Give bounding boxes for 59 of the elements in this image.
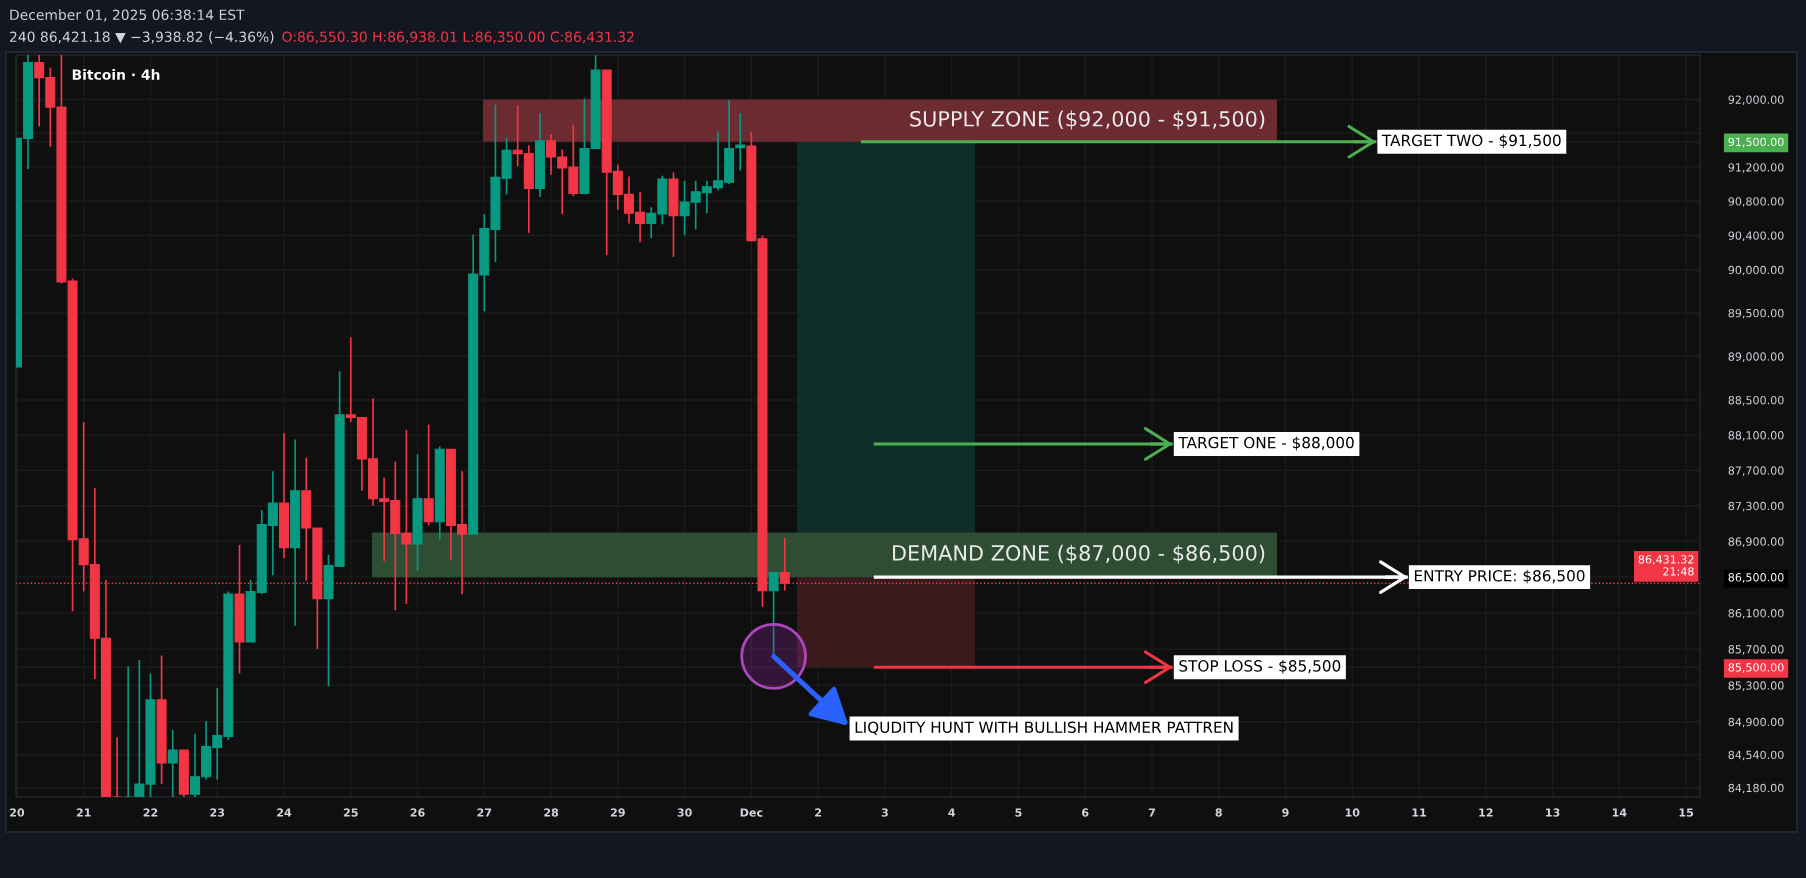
x-tick-label: 5 xyxy=(1015,808,1022,817)
x-tick-label: 8 xyxy=(1215,808,1222,817)
y-tick-label: 87,300.00 xyxy=(1728,501,1784,512)
x-tick-label: 12 xyxy=(1479,808,1493,817)
x-tick-label: 3 xyxy=(881,808,888,817)
y-tick-label: 89,000.00 xyxy=(1728,352,1784,362)
y-tick-label: 85,500.00 xyxy=(1728,663,1784,673)
x-tick-label: Dec xyxy=(740,808,763,817)
x-tick-label: 25 xyxy=(343,808,358,817)
y-tick-label: 91,200.00 xyxy=(1728,163,1784,173)
y-tick-label: 89,500.00 xyxy=(1728,308,1784,319)
x-tick-label: 22 xyxy=(143,808,158,817)
x-tick-label: 4 xyxy=(948,808,956,817)
y-tick-label: 84,180.00 xyxy=(1728,783,1784,794)
y-tick-label: 85,700.00 xyxy=(1728,645,1784,655)
legend-label: ENTRY PRICE: $86,500 xyxy=(1414,569,1585,584)
x-tick-label: 6 xyxy=(1082,808,1089,817)
x-tick-label: 28 xyxy=(544,808,559,817)
y-tick-label: 90,400.00 xyxy=(1728,231,1784,241)
x-tick-label: 7 xyxy=(1148,808,1155,817)
y-tick-label: 87,700.00 xyxy=(1728,466,1784,476)
text: December 01, 2025 06:38:14 EST xyxy=(10,9,245,22)
x-tick-label: 30 xyxy=(677,808,692,817)
annotation: LIQUDITY HUNT WITH BULLISH HAMMER PATTREN xyxy=(855,721,1233,735)
band-label: DEMAND ZONE ($87,000 - $86,500) xyxy=(893,544,1265,564)
text: O:86,550.30 H:86,938.01 L:86,350.00 C:86,431.32 xyxy=(282,31,634,44)
y-tick-label: 91,500.00 xyxy=(1728,137,1784,148)
x-tick-label: 14 xyxy=(1612,808,1627,817)
y-tick-label: 90,800.00 xyxy=(1728,197,1784,207)
x-tick-label: 2 xyxy=(815,808,822,817)
x-tick-label: 9 xyxy=(1282,808,1289,817)
x-tick-label: 15 xyxy=(1679,808,1694,817)
y-tick-label: 86,100.00 xyxy=(1728,609,1784,619)
text: Bitcoin · 4h xyxy=(72,69,160,80)
x-tick-label: 20 xyxy=(10,808,25,817)
y-tick-label: 92,000.00 xyxy=(1728,95,1784,106)
legend-label: TARGET TWO - $91,500 xyxy=(1381,134,1561,149)
x-tick-label: 29 xyxy=(610,808,625,817)
y-tick-label: 86,900.00 xyxy=(1728,537,1784,547)
x-tick-label: 23 xyxy=(210,808,225,817)
legend-label: TARGET ONE - $88,000 xyxy=(1178,436,1354,451)
y-tick-label: 85,300.00 xyxy=(1728,681,1784,691)
x-tick-label: 27 xyxy=(477,808,492,817)
chart-subtitle: 240 86,421.18 ▼ −3,938.82 (−4.36%) xyxy=(10,31,274,44)
y-tick-label: 86,500.00 xyxy=(1728,573,1784,583)
legend-label: STOP LOSS - $85,500 xyxy=(1179,659,1341,674)
x-tick-label: 24 xyxy=(277,808,292,817)
x-tick-label: 10 xyxy=(1345,808,1360,817)
y-tick-label: 88,100.00 xyxy=(1728,431,1784,441)
ref-line-label: 86,431.32 21:48 xyxy=(1638,555,1694,576)
band-label: SUPPLY ZONE ($92,000 - $91,500) xyxy=(910,110,1265,130)
x-tick-label: 26 xyxy=(410,808,425,817)
y-tick-label: 84,540.00 xyxy=(1728,750,1784,761)
y-tick-label: 84,900.00 xyxy=(1728,717,1784,728)
y-tick-label: 90,000.00 xyxy=(1728,265,1784,276)
y-tick-label: 88,500.00 xyxy=(1728,396,1784,406)
x-tick-label: 13 xyxy=(1546,808,1560,817)
x-tick-label: 11 xyxy=(1412,808,1426,817)
x-tick-label: 21 xyxy=(76,808,91,817)
